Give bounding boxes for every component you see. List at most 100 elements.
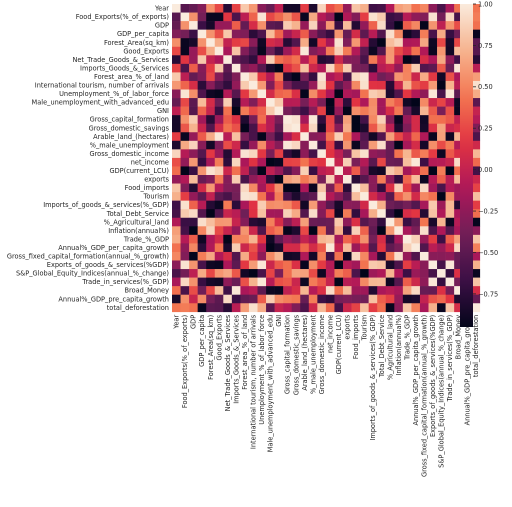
heatmap-cell: [368, 303, 378, 313]
heatmap-cell: [402, 175, 412, 184]
heatmap-cell: [231, 38, 241, 48]
heatmap-cell: [385, 12, 395, 22]
x-tick-label: net_income: [326, 315, 334, 353]
heatmap-cell: [325, 149, 335, 159]
heatmap-cell: [283, 98, 292, 107]
heatmap-cell: [180, 157, 190, 167]
heatmap-cell: [360, 269, 369, 278]
heatmap-cell: [471, 63, 481, 73]
heatmap-cell: [172, 294, 181, 304]
heatmap-cell: [206, 234, 216, 244]
heatmap-cell: [402, 72, 412, 82]
heatmap-cell: [257, 72, 267, 82]
heatmap-cell: [291, 115, 301, 124]
heatmap-cell: [360, 29, 369, 39]
heatmap-cell: [300, 234, 310, 244]
heatmap-cell: [377, 149, 387, 159]
heatmap-cell: [419, 269, 429, 278]
heatmap-cell: [437, 175, 446, 184]
heatmap-cell: [197, 166, 207, 176]
heatmap-cell: [206, 226, 216, 236]
heatmap-cell: [266, 260, 275, 270]
heatmap-cell: [385, 277, 395, 287]
heatmap-cell: [274, 303, 284, 313]
heatmap-cell: [385, 294, 395, 304]
heatmap-cell: [308, 277, 318, 287]
heatmap-cell: [180, 234, 190, 244]
heatmap-cell: [197, 55, 207, 65]
heatmap-cell: [334, 132, 344, 142]
heatmap-cell: [317, 72, 327, 82]
heatmap-cell: [180, 4, 190, 13]
heatmap-cell: [445, 209, 455, 219]
heatmap-cell: [368, 123, 378, 133]
heatmap-cell: [274, 234, 284, 244]
colorbar-tick-label: −0.75: [478, 290, 498, 298]
heatmap-cell: [394, 157, 404, 167]
heatmap-cell: [437, 226, 446, 236]
heatmap-cell: [437, 106, 446, 116]
heatmap-cell: [343, 200, 352, 210]
heatmap-cell: [454, 132, 463, 142]
heatmap-cell: [351, 277, 361, 287]
heatmap-cell: [411, 12, 421, 22]
heatmap-cell: [437, 286, 446, 295]
heatmap-cell: [308, 140, 318, 150]
heatmap-cell: [308, 175, 318, 184]
heatmap-cell: [308, 183, 318, 193]
heatmap-cell: [291, 166, 301, 176]
heatmap-cell: [240, 72, 250, 82]
heatmap-cell: [240, 226, 250, 236]
heatmap-cell: [283, 294, 292, 304]
heatmap-cell: [385, 260, 395, 270]
heatmap-cell: [402, 269, 412, 278]
heatmap-cell: [180, 286, 190, 295]
heatmap-cell: [402, 243, 412, 253]
heatmap-cell: [197, 303, 207, 313]
heatmap-cell: [266, 251, 275, 261]
heatmap-cell: [437, 149, 446, 159]
heatmap-cell: [257, 234, 267, 244]
heatmap-cell: [445, 123, 455, 133]
y-tick-label: Inflation(annual%): [108, 227, 169, 235]
heatmap-cell: [368, 63, 378, 73]
heatmap-cell: [300, 46, 310, 56]
heatmap-cell: [454, 12, 463, 22]
heatmap-cell: [343, 192, 352, 201]
heatmap-cell: [214, 192, 224, 201]
heatmap-cell: [411, 115, 421, 124]
heatmap-cell: [172, 234, 181, 244]
heatmap-cell: [385, 72, 395, 82]
heatmap-cell: [300, 149, 310, 159]
heatmap-cell: [291, 149, 301, 159]
heatmap-cell: [300, 98, 310, 107]
heatmap-cell: [274, 217, 284, 227]
heatmap-cell: [283, 140, 292, 150]
heatmap-cell: [471, 243, 481, 253]
heatmap-cell: [394, 132, 404, 142]
heatmap-cell: [471, 251, 481, 261]
heatmap-cell: [317, 55, 327, 65]
heatmap-cell: [197, 89, 207, 99]
heatmap-cell: [428, 72, 438, 82]
heatmap-cell: [197, 149, 207, 159]
heatmap-cell: [266, 149, 275, 159]
heatmap-cell: [308, 55, 318, 65]
heatmap-cell: [411, 29, 421, 39]
heatmap-cell: [394, 192, 404, 201]
heatmap-cell: [223, 175, 233, 184]
heatmap-cell: [343, 29, 352, 39]
heatmap-cell: [445, 192, 455, 201]
heatmap-cell: [300, 192, 310, 201]
heatmap-cell: [368, 286, 378, 295]
heatmap-cell: [377, 89, 387, 99]
heatmap-cell: [172, 183, 181, 193]
heatmap-cell: [206, 89, 216, 99]
heatmap-cell: [206, 175, 216, 184]
heatmap-cell: [411, 226, 421, 236]
heatmap-cell: [240, 200, 250, 210]
heatmap-cell: [419, 72, 429, 82]
heatmap-cell: [240, 38, 250, 48]
y-tick-label: Total_Debt_Service: [106, 210, 169, 218]
